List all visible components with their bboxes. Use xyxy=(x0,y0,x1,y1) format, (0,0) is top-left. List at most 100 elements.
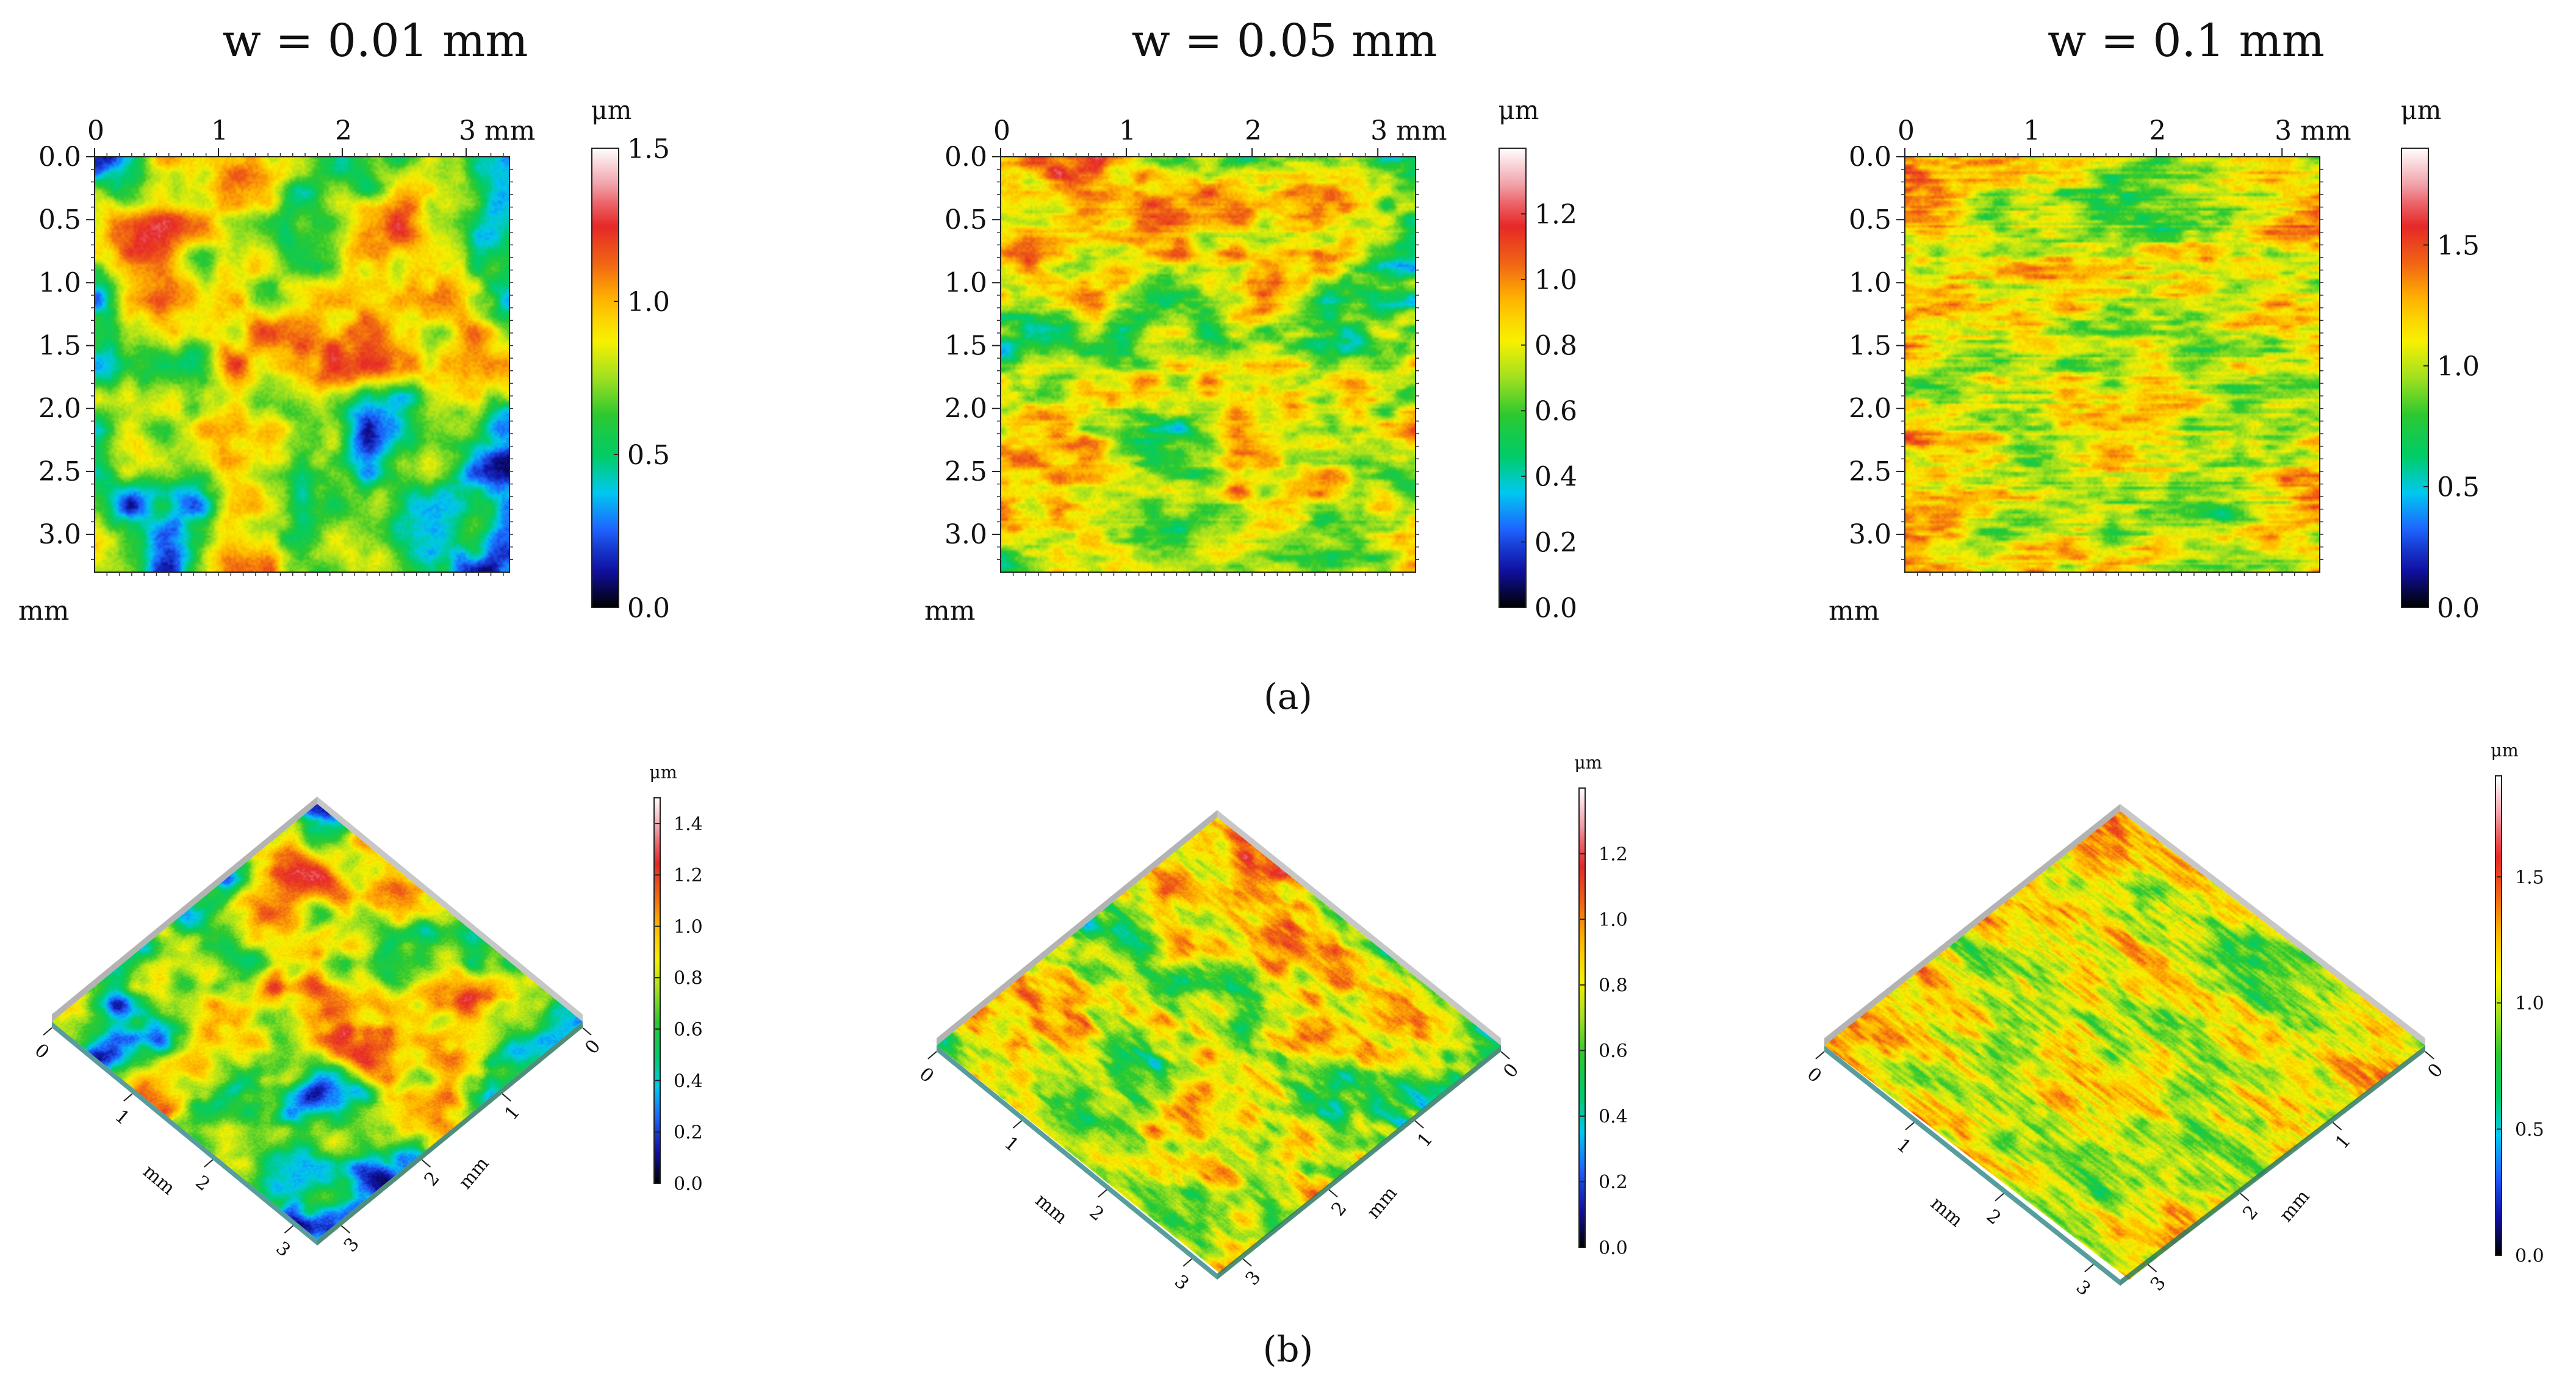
heightmap-frame xyxy=(1000,156,1416,573)
3d-colorbar xyxy=(1578,787,1586,1248)
back-wall-left xyxy=(1824,804,2120,1045)
right-axis-tick xyxy=(2425,1051,2434,1059)
y-tick-label: 0.5 xyxy=(38,204,81,235)
surface-3d xyxy=(51,804,583,1239)
back-wall-left xyxy=(937,810,1217,1045)
left-axis-label: 2 xyxy=(1982,1205,2005,1229)
left-axis-label: 2 xyxy=(1085,1202,1108,1225)
3d-colorbar xyxy=(2495,775,2502,1256)
left-axis-tick xyxy=(43,1027,52,1036)
heightmap-frame xyxy=(1904,156,2320,573)
y-tick-label: 1.5 xyxy=(38,331,81,362)
left-axis-label: 3 xyxy=(1170,1271,1193,1294)
y-tick-label: 3.0 xyxy=(38,519,81,550)
right-axis-tick xyxy=(2147,1264,2157,1272)
y-tick-label: 0.0 xyxy=(38,142,81,173)
x-tick-label: 0 xyxy=(993,115,1010,146)
back-wall-right xyxy=(2120,804,2425,1045)
left-axis-tick xyxy=(2084,1264,2094,1272)
left-axis-unit: mm xyxy=(1031,1189,1071,1228)
3d-colorbar-label: 0.4 xyxy=(674,1070,703,1092)
left-axis-tick xyxy=(927,1051,937,1059)
colorbar-unit: μm xyxy=(2401,95,2442,125)
x-tick-label: 3 mm xyxy=(1370,115,1447,146)
y-tick-label: 0.5 xyxy=(944,204,987,235)
y-axis-unit: mm xyxy=(1829,595,1879,626)
3d-colorbar xyxy=(653,797,661,1184)
left-axis-tick xyxy=(1182,1258,1192,1267)
y-tick-label: 1.5 xyxy=(944,331,987,362)
colorbar-label: 0.5 xyxy=(627,440,670,471)
y-tick-label: 2.0 xyxy=(944,393,987,425)
3d-colorbar-label: 0.6 xyxy=(674,1019,703,1041)
3d-colorbar-label: 0.8 xyxy=(674,968,703,989)
3d-colorbar-label: 1.4 xyxy=(674,814,703,835)
surface-3d xyxy=(937,817,1501,1274)
right-axis-tick xyxy=(340,1225,351,1234)
surface-3d-group xyxy=(937,817,1501,1274)
back-wall-left xyxy=(52,797,317,1022)
x-tick-label: 3 mm xyxy=(459,115,535,146)
3d-colorbar-label: 1.5 xyxy=(2515,867,2544,888)
3d-colorbar-label: 0.0 xyxy=(674,1174,703,1195)
3d-colorbar-label: 0.8 xyxy=(1599,975,1628,997)
y-tick-label: 2.5 xyxy=(38,456,81,487)
right-axis-tick xyxy=(2332,1122,2342,1131)
right-axis-label: 2 xyxy=(420,1167,444,1190)
surface-side-right xyxy=(2120,1045,2425,1286)
x-tick-label: 1 xyxy=(211,115,228,146)
colorbar xyxy=(591,148,619,608)
right-axis-tick xyxy=(502,1093,511,1102)
3d-colorbar-label: 0.0 xyxy=(2515,1246,2544,1267)
left-axis-label: 2 xyxy=(191,1172,214,1196)
colorbar-label: 0.4 xyxy=(1534,462,1577,493)
colorbar-unit: μm xyxy=(591,95,632,125)
left-axis-tick xyxy=(284,1225,294,1234)
y-tick-label: 0.0 xyxy=(944,142,987,173)
y-tick-label: 3.0 xyxy=(1849,519,1891,550)
right-axis-unit: mm xyxy=(2275,1186,2314,1226)
y-tick-label: 2.5 xyxy=(944,456,987,487)
left-axis-tick xyxy=(1815,1051,1825,1059)
surface-3d-group xyxy=(1824,811,2425,1280)
heightmap-image xyxy=(1905,157,2320,572)
left-axis-label: 1 xyxy=(1000,1133,1023,1156)
y-tick-label: 1.0 xyxy=(1849,267,1891,298)
3d-colorbar-label: 0.2 xyxy=(674,1122,703,1144)
surface-3d-group xyxy=(51,804,583,1239)
colorbar-label: 0.0 xyxy=(627,593,670,624)
right-axis-label: 1 xyxy=(500,1102,524,1124)
right-axis-label: 2 xyxy=(2239,1202,2262,1224)
3d-colorbar-label: 1.2 xyxy=(674,865,703,886)
right-axis-tick xyxy=(1500,1051,1510,1059)
left-axis-label: 1 xyxy=(111,1105,134,1129)
colorbar-label: 0.6 xyxy=(1534,396,1577,427)
colorbar-label: 1.0 xyxy=(627,287,670,318)
colorbar-label: 1.5 xyxy=(2437,230,2480,261)
caption-b: (b) xyxy=(1263,1328,1313,1370)
x-tick-label: 3 mm xyxy=(2275,115,2351,146)
colorbar-label: 0.0 xyxy=(1534,593,1577,624)
y-tick-label: 2.5 xyxy=(1849,456,1891,487)
right-axis-label: 2 xyxy=(1327,1198,1351,1221)
left-axis-unit: mm xyxy=(139,1161,179,1199)
surface-side-left xyxy=(1824,1045,2120,1286)
y-tick-label: 2.0 xyxy=(38,393,81,425)
y-tick-label: 1.5 xyxy=(1849,331,1891,362)
right-axis-tick xyxy=(1328,1189,1338,1198)
x-tick-label: 0 xyxy=(1898,115,1915,146)
panel-title: w = 0.1 mm xyxy=(2048,15,2325,67)
panel-3d-1: 0 0 1 1 2 2 3 3 mm mm 0.0 0.2 0.4 0.6 0.8 1.0 1.2 1.4 μm xyxy=(31,762,703,1261)
y-axis-unit: mm xyxy=(18,595,69,626)
right-axis-label: 0 xyxy=(1499,1059,1523,1082)
colorbar-label: 0.5 xyxy=(2437,472,2480,503)
3d-colorbar-unit: μm xyxy=(2491,740,2519,761)
x-tick-label: 2 xyxy=(2149,115,2166,146)
colorbar-unit: μm xyxy=(1498,95,1539,125)
colorbar-label: 0.8 xyxy=(1534,331,1577,362)
panel-2d-1: w = 0.01 mm 0 1 2 3 mm 0.0 0.5 1.0 1.5 2.0 2.5 3.0 m… xyxy=(18,15,670,626)
y-axis-unit: mm xyxy=(924,595,975,626)
left-axis-tick xyxy=(203,1159,214,1168)
3d-colorbar-label: 0.0 xyxy=(1599,1238,1628,1259)
right-axis-label: 3 xyxy=(340,1234,364,1256)
